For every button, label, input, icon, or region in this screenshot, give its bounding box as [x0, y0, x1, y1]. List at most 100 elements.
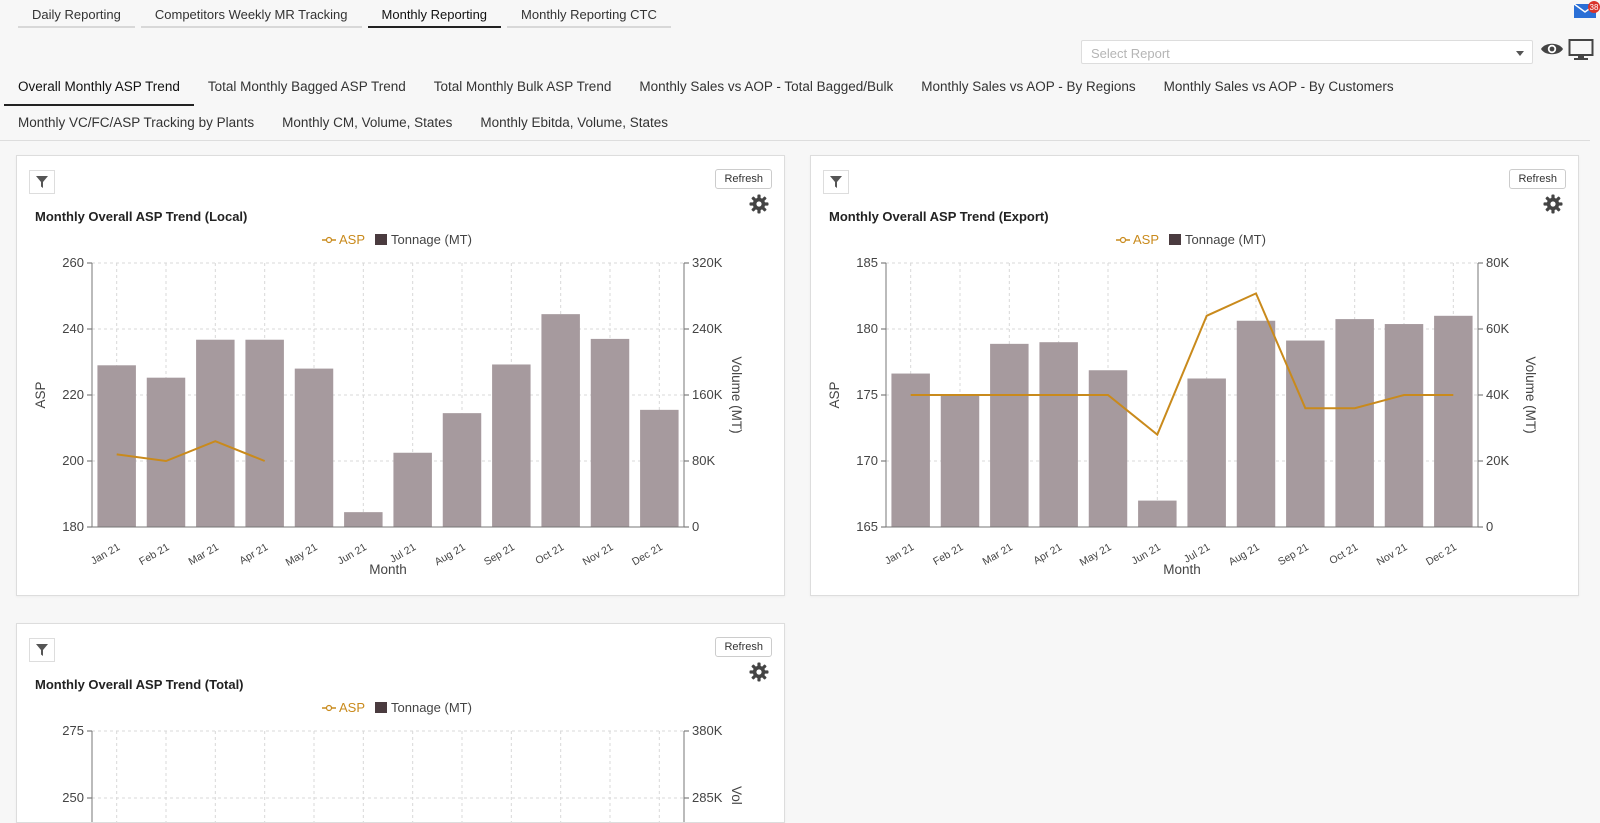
x-axis-title: Month	[369, 562, 407, 577]
tonnage-bar	[97, 365, 136, 527]
gear-icon[interactable]	[1543, 194, 1563, 219]
y2-tick-label: 380K	[692, 723, 723, 738]
y-tick-label: 240	[62, 321, 84, 336]
y-tick-label: 170	[856, 453, 878, 468]
tonnage-bar	[245, 339, 284, 527]
tonnage-bar	[590, 338, 630, 527]
tab-monthly-sales-vs-aop-by-regions[interactable]: Monthly Sales vs AOP - By Regions	[921, 79, 1136, 94]
tab-monthly-sales-vs-aop-by-customers[interactable]: Monthly Sales vs AOP - By Customers	[1163, 79, 1394, 94]
x-tick-label: Oct 21	[533, 541, 566, 567]
legend-tonnage-swatch	[375, 702, 388, 713]
filter-icon	[36, 176, 48, 188]
x-tick-label: Aug 21	[1227, 541, 1262, 568]
monitor-icon[interactable]	[1568, 38, 1594, 67]
legend-asp[interactable]: ASP	[339, 232, 366, 247]
x-tick-label: Nov 21	[1375, 541, 1410, 568]
gear-icon[interactable]	[749, 662, 769, 687]
chart-legend[interactable]: ASP Tonnage (MT)	[1116, 232, 1266, 247]
refresh-button[interactable]: Refresh	[715, 637, 772, 657]
y-tick-label: 220	[62, 387, 84, 402]
x-tick-label: Apr 21	[237, 541, 270, 567]
tonnage-bar	[541, 314, 580, 527]
gear-icon[interactable]	[749, 194, 769, 219]
y-axis-title: ASP	[827, 381, 842, 408]
y2-tick-label: 240K	[692, 321, 723, 336]
tab-total-monthly-bulk-asp-trend[interactable]: Total Monthly Bulk ASP Trend	[433, 79, 612, 94]
filter-icon	[830, 176, 842, 188]
filter-button[interactable]	[29, 638, 55, 662]
chart-title: Monthly Overall ASP Trend (Local)	[35, 209, 248, 224]
y-tick-label: 175	[856, 387, 878, 402]
select-report-placeholder: Select Report	[1091, 46, 1170, 61]
y2-tick-label: 285K	[692, 790, 723, 805]
legend-tonnage[interactable]: Tonnage (MT)	[391, 700, 472, 715]
x-tick-label: Oct 21	[1327, 541, 1360, 567]
chart-legend[interactable]: ASP Tonnage (MT)	[322, 700, 472, 715]
tonnage-bar	[146, 377, 186, 527]
top-tab-daily-reporting[interactable]: Daily Reporting	[18, 0, 135, 28]
chart-card-export: Refresh Monthly Overall ASP Trend (Expor…	[810, 155, 1579, 596]
x-axis-title: Month	[1163, 562, 1201, 577]
select-report-dropdown[interactable]: Select Report	[1081, 40, 1533, 64]
tonnage-bar	[1286, 340, 1325, 527]
chart-card-total: Refresh Monthly Overall ASP Trend (Total…	[16, 623, 785, 823]
report-tabs-row-2: Monthly VC/FC/ASP Tracking by Plants Mont…	[4, 110, 682, 142]
chart-title: Monthly Overall ASP Trend (Total)	[35, 677, 244, 692]
legend-asp[interactable]: ASP	[1133, 232, 1160, 247]
top-tabs: Daily Reporting Competitors Weekly MR Tra…	[18, 0, 677, 28]
tab-monthly-cm-volume-states[interactable]: Monthly CM, Volume, States	[282, 115, 453, 130]
y-tick-label: 200	[62, 453, 84, 468]
y2-axis-title: Volume (MT)	[729, 356, 744, 433]
legend-tonnage[interactable]: Tonnage (MT)	[1185, 232, 1266, 247]
y2-tick-label: 0	[692, 519, 699, 534]
tab-monthly-ebitda-volume-states[interactable]: Monthly Ebitda, Volume, States	[480, 115, 669, 130]
x-tick-label: Feb 21	[931, 541, 965, 568]
tonnage-bar	[990, 343, 1029, 527]
tonnage-bar	[344, 512, 383, 527]
x-tick-label: Jun 21	[1130, 541, 1163, 567]
y2-tick-label: 60K	[1486, 321, 1509, 336]
top-tab-competitors-weekly-mr-tracking[interactable]: Competitors Weekly MR Tracking	[140, 0, 362, 28]
tab-monthly-sales-vs-aop-total-bagged-bulk[interactable]: Monthly Sales vs AOP - Total Bagged/Bulk	[639, 79, 894, 94]
filter-button[interactable]	[29, 170, 55, 194]
tab-monthly-vc-fc-asp-tracking-by-plants[interactable]: Monthly VC/FC/ASP Tracking by Plants	[18, 115, 255, 130]
chart-legend[interactable]: ASP Tonnage (MT)	[322, 232, 472, 247]
x-tick-label: Apr 21	[1031, 541, 1064, 567]
x-tick-label: Sep 21	[1276, 541, 1311, 568]
x-tick-label: Mar 21	[981, 541, 1015, 568]
y2-tick-label: 160K	[692, 387, 723, 402]
mail-icon[interactable]: 38	[1573, 0, 1600, 20]
tonnage-bar	[442, 413, 482, 527]
legend-tonnage[interactable]: Tonnage (MT)	[391, 232, 472, 247]
filter-icon	[36, 644, 48, 656]
tonnage-bar	[1088, 370, 1128, 527]
top-tab-monthly-reporting-ctc[interactable]: Monthly Reporting CTC	[507, 0, 671, 28]
legend-tonnage-swatch	[375, 234, 388, 245]
mail-count-badge: 38	[1590, 3, 1599, 12]
legend-asp[interactable]: ASP	[339, 700, 366, 715]
chevron-down-icon	[1516, 51, 1524, 56]
refresh-button[interactable]: Refresh	[1509, 169, 1566, 189]
y-tick-label: 275	[62, 723, 84, 738]
tonnage-bar	[1335, 319, 1374, 527]
y-axis-title: ASP	[33, 381, 48, 408]
tab-overall-monthly-asp-trend[interactable]: Overall Monthly ASP Trend	[4, 74, 194, 106]
tab-total-monthly-bagged-asp-trend[interactable]: Total Monthly Bagged ASP Trend	[207, 79, 406, 94]
tonnage-bar	[1434, 315, 1473, 527]
legend-asp-marker	[322, 236, 336, 243]
tabs-divider	[0, 140, 1590, 141]
y-tick-label: 185	[856, 255, 878, 270]
filter-button[interactable]	[823, 170, 849, 194]
eye-icon[interactable]	[1540, 41, 1564, 62]
y-tick-label: 180	[62, 519, 84, 534]
asp-line	[910, 292, 1454, 437]
y2-tick-label: 40K	[1486, 387, 1509, 402]
x-tick-label: May 21	[284, 541, 320, 569]
tonnage-bar	[891, 373, 930, 527]
x-tick-label: Feb 21	[137, 541, 171, 568]
tonnage-bar	[1138, 500, 1177, 527]
tonnage-bar	[294, 368, 334, 527]
y2-axis-title: Volume (MT)	[1523, 356, 1538, 433]
top-tab-monthly-reporting[interactable]: Monthly Reporting	[367, 0, 502, 28]
refresh-button[interactable]: Refresh	[715, 169, 772, 189]
